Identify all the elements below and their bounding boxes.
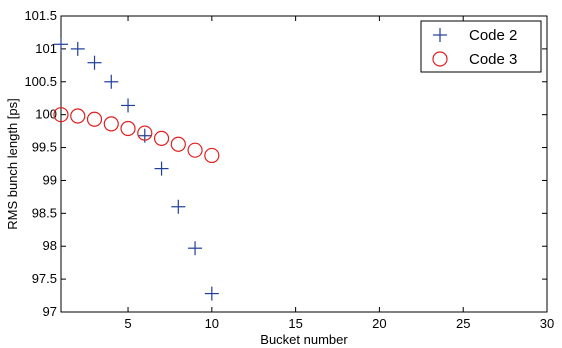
y-tick-label: 97	[43, 304, 57, 319]
code2-point	[70, 41, 85, 56]
y-tick-label: 101	[35, 41, 57, 56]
code2-point	[121, 98, 136, 113]
x-tick-label: 5	[124, 316, 131, 331]
code3-point	[187, 142, 203, 158]
code2-point	[87, 55, 102, 70]
x-tick-label: 25	[456, 316, 470, 331]
code3-point	[70, 108, 86, 124]
code2-point	[171, 199, 186, 214]
data-marks	[53, 37, 220, 301]
code3-point	[153, 130, 170, 146]
code2-point	[154, 161, 169, 176]
legend: Code 2 Code 3	[420, 20, 542, 73]
y-tick-label: 101.5	[24, 8, 57, 23]
code3-point	[137, 125, 153, 141]
x-axis-label: Bucket number	[260, 332, 348, 347]
y-tick-label: 99.5	[32, 140, 57, 155]
code3-point	[86, 111, 103, 127]
legend-marker-1	[433, 28, 447, 42]
code2-point	[204, 286, 219, 301]
code3-point	[103, 116, 119, 132]
y-tick-label: 98.5	[32, 205, 57, 220]
code3-point	[204, 147, 220, 164]
code3-point	[170, 136, 186, 152]
x-tick-label: 30	[540, 316, 554, 331]
y-tick-label: 100	[35, 107, 57, 122]
code3-point	[53, 107, 69, 123]
y-tick-label: 98	[43, 238, 57, 253]
code3-point	[120, 120, 136, 137]
y-axis-label: RMS bunch length [ps]	[5, 98, 20, 230]
x-tick-label: 20	[372, 316, 386, 331]
y-tick-label: 97.5	[32, 271, 57, 286]
legend-label-1: Code 2	[469, 27, 517, 44]
code2-point	[188, 241, 203, 256]
y-tick-label: 99	[43, 172, 57, 187]
code2-point	[104, 74, 119, 89]
code2-point	[54, 37, 68, 52]
y-tick-label: 100.5	[24, 74, 57, 89]
x-tick-label: 10	[205, 316, 219, 331]
tick-labels: 5 10 15 20 25 30 97 97.5 98 98.5 99 99.5 100 100.5 101…	[24, 8, 554, 331]
x-tick-label: 15	[288, 316, 302, 331]
ticks	[61, 15, 548, 313]
legend-label-2: Code 3	[469, 51, 517, 68]
legend-box	[420, 20, 542, 73]
legend-marker-2	[432, 51, 448, 67]
